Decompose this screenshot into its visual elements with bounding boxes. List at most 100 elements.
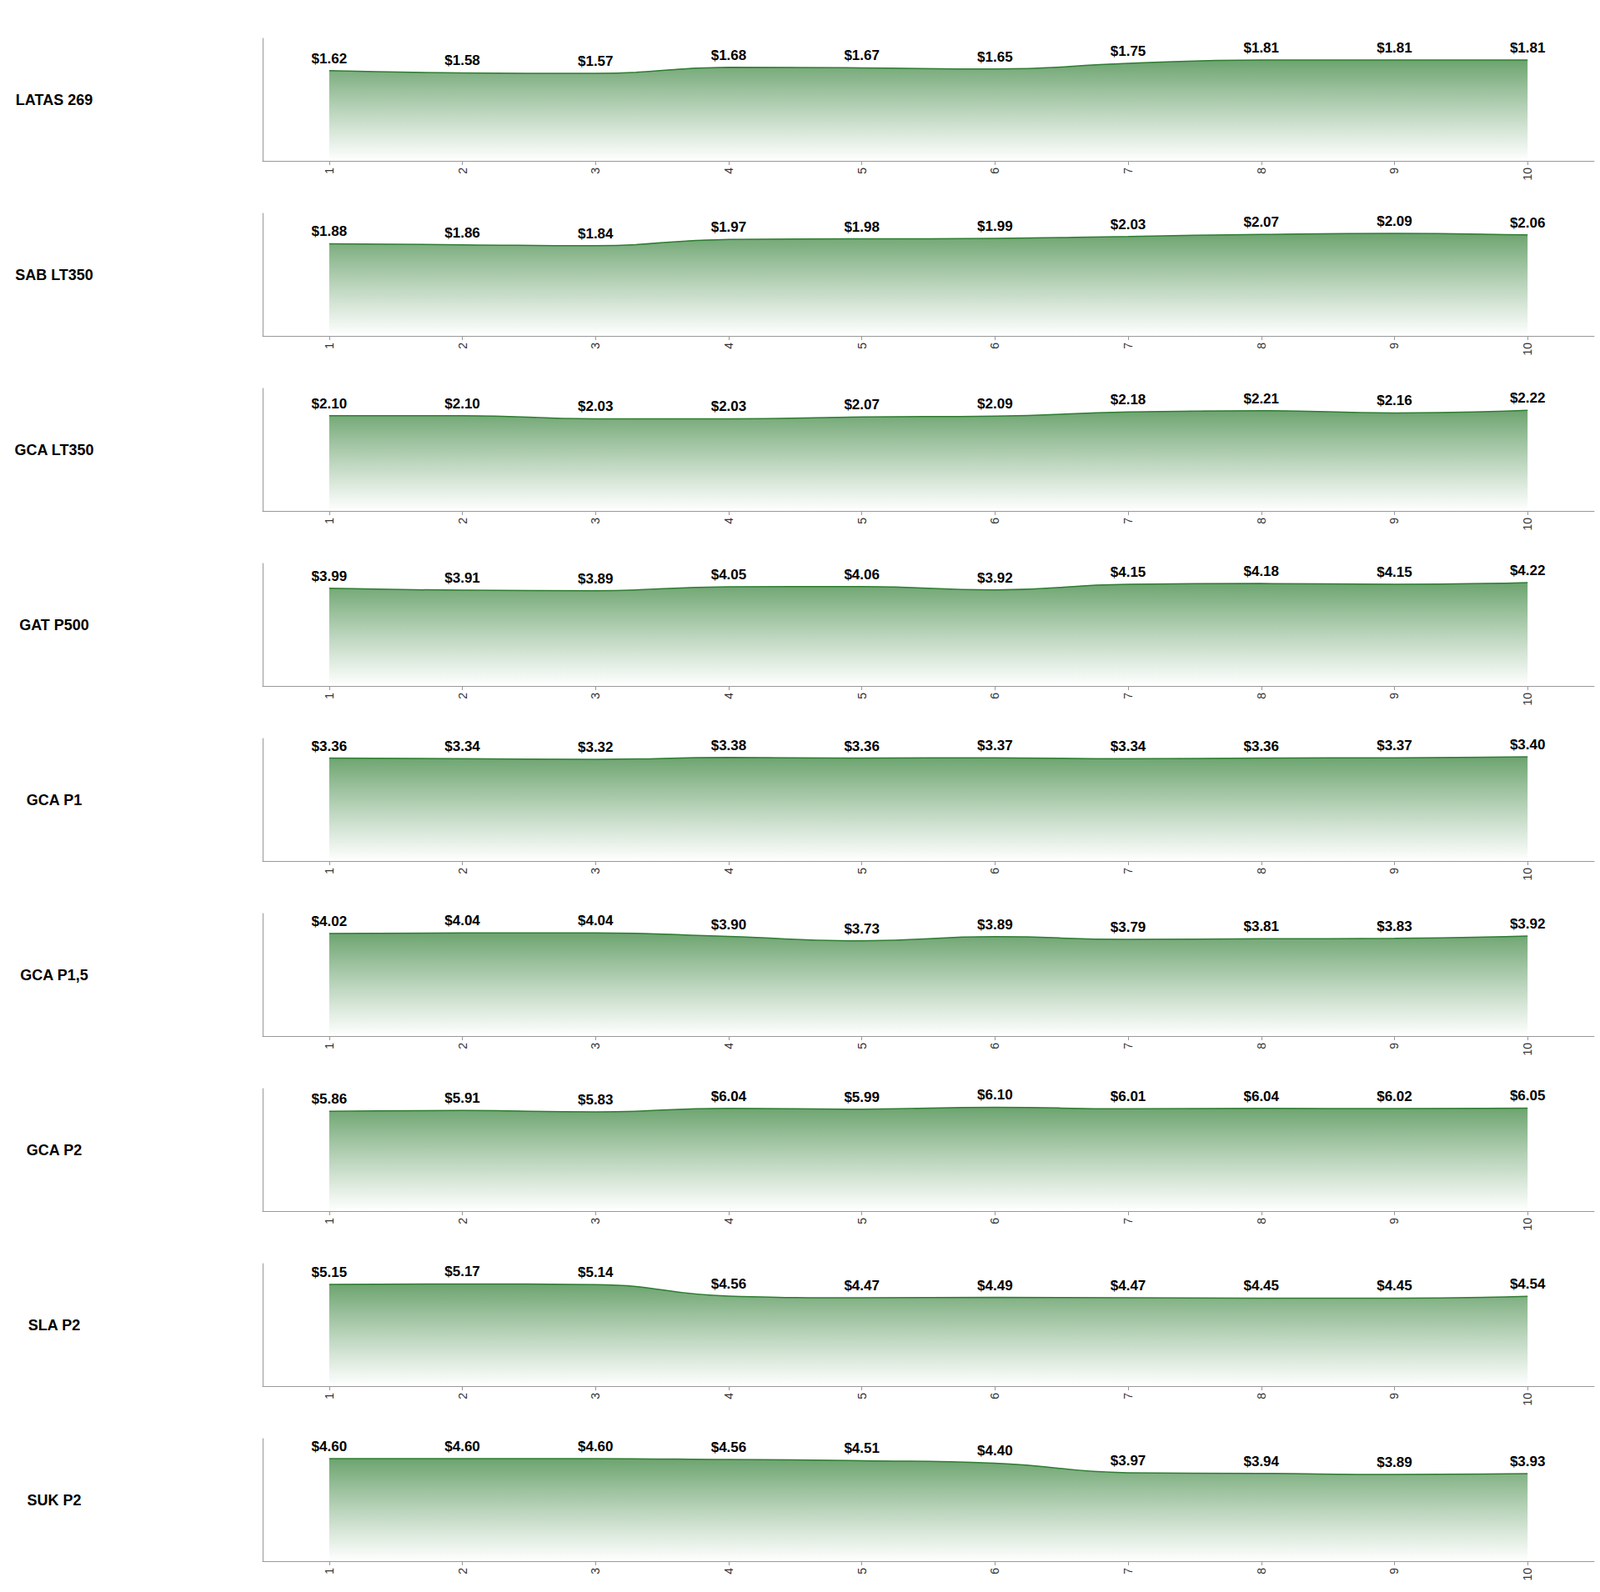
svg-text:$2.07: $2.07 [1243, 214, 1279, 231]
svg-text:$5.86: $5.86 [311, 1091, 348, 1108]
svg-text:3: 3 [588, 517, 602, 525]
svg-text:5: 5 [855, 342, 869, 350]
svg-text:$1.86: $1.86 [444, 225, 481, 241]
svg-text:$3.37: $3.37 [977, 737, 1014, 754]
svg-text:$5.14: $5.14 [577, 1264, 614, 1281]
svg-text:3: 3 [588, 342, 602, 350]
svg-text:2: 2 [456, 692, 470, 700]
svg-text:1: 1 [322, 1218, 337, 1225]
svg-text:10: 10 [1520, 1043, 1535, 1057]
svg-text:9: 9 [1387, 1568, 1401, 1575]
svg-text:$5.99: $5.99 [843, 1089, 880, 1106]
svg-text:3: 3 [588, 692, 602, 700]
svg-text:SAB LT350: SAB LT350 [15, 266, 94, 284]
svg-text:$1.97: $1.97 [711, 219, 748, 236]
svg-text:2: 2 [456, 1393, 470, 1400]
svg-text:9: 9 [1387, 1393, 1401, 1400]
svg-text:9: 9 [1387, 692, 1401, 700]
svg-text:$1.81: $1.81 [1243, 40, 1279, 56]
svg-text:6: 6 [988, 1568, 1002, 1575]
svg-text:$2.09: $2.09 [1376, 213, 1413, 230]
svg-text:8: 8 [1254, 692, 1269, 700]
svg-text:6: 6 [988, 517, 1002, 525]
svg-text:$4.54: $4.54 [1509, 1276, 1546, 1293]
svg-text:3: 3 [588, 167, 602, 175]
svg-text:3: 3 [588, 1393, 602, 1400]
svg-text:5: 5 [855, 517, 869, 525]
svg-text:$1.75: $1.75 [1110, 43, 1147, 60]
svg-text:7: 7 [1121, 692, 1135, 700]
svg-text:10: 10 [1520, 1393, 1535, 1407]
svg-text:7: 7 [1121, 167, 1135, 175]
svg-text:6: 6 [988, 692, 1002, 700]
svg-text:$3.36: $3.36 [1243, 738, 1279, 755]
svg-text:$5.15: $5.15 [311, 1264, 348, 1281]
svg-text:$2.22: $2.22 [1509, 390, 1546, 407]
svg-text:6: 6 [988, 1043, 1002, 1050]
svg-text:9: 9 [1387, 867, 1401, 875]
svg-text:4: 4 [722, 342, 736, 350]
svg-text:$4.02: $4.02 [311, 913, 348, 930]
svg-text:$3.37: $3.37 [1376, 737, 1413, 754]
svg-text:$1.68: $1.68 [711, 47, 748, 64]
svg-text:$6.01: $6.01 [1110, 1088, 1147, 1105]
svg-text:1: 1 [322, 517, 337, 525]
svg-text:4: 4 [722, 167, 736, 175]
svg-text:2: 2 [456, 167, 470, 175]
svg-text:7: 7 [1121, 342, 1135, 350]
svg-text:$3.40: $3.40 [1509, 737, 1546, 753]
svg-text:$4.22: $4.22 [1509, 562, 1546, 579]
svg-text:4: 4 [722, 1218, 736, 1225]
svg-text:GCA P2: GCA P2 [26, 1142, 82, 1159]
svg-text:$5.91: $5.91 [444, 1090, 481, 1107]
svg-text:GCA P1,5: GCA P1,5 [20, 967, 88, 984]
svg-text:$3.81: $3.81 [1243, 918, 1279, 935]
svg-text:8: 8 [1254, 342, 1269, 350]
svg-text:$3.36: $3.36 [843, 738, 880, 755]
svg-text:9: 9 [1387, 167, 1401, 175]
svg-text:$2.06: $2.06 [1509, 215, 1546, 231]
svg-text:3: 3 [588, 867, 602, 875]
svg-text:$4.04: $4.04 [577, 912, 614, 929]
svg-text:$4.47: $4.47 [843, 1278, 880, 1295]
svg-text:$3.32: $3.32 [577, 739, 614, 756]
svg-text:$3.90: $3.90 [711, 917, 748, 933]
svg-text:$2.10: $2.10 [311, 396, 348, 412]
svg-text:$2.07: $2.07 [843, 396, 880, 413]
svg-text:$2.03: $2.03 [1110, 216, 1147, 233]
svg-text:$1.57: $1.57 [577, 53, 614, 70]
svg-text:$3.83: $3.83 [1376, 918, 1413, 935]
svg-text:10: 10 [1520, 517, 1535, 532]
svg-text:2: 2 [456, 1218, 470, 1225]
svg-text:1: 1 [322, 1043, 337, 1050]
svg-text:4: 4 [722, 517, 736, 525]
svg-text:6: 6 [988, 167, 1002, 175]
svg-text:9: 9 [1387, 342, 1401, 350]
svg-text:3: 3 [588, 1568, 602, 1575]
svg-text:6: 6 [988, 867, 1002, 875]
svg-text:6: 6 [988, 1218, 1002, 1225]
svg-text:1: 1 [322, 1393, 337, 1400]
svg-text:9: 9 [1387, 1218, 1401, 1225]
svg-text:8: 8 [1254, 167, 1269, 175]
svg-text:6: 6 [988, 342, 1002, 350]
svg-text:$4.05: $4.05 [711, 566, 748, 583]
svg-text:2: 2 [456, 867, 470, 875]
svg-text:7: 7 [1121, 1393, 1135, 1400]
svg-text:$4.60: $4.60 [311, 1439, 348, 1455]
svg-text:$3.89: $3.89 [577, 571, 614, 587]
svg-text:$2.16: $2.16 [1376, 392, 1413, 409]
svg-text:SUK P2: SUK P2 [26, 1492, 81, 1510]
svg-text:2: 2 [456, 1568, 470, 1575]
svg-text:SLA P2: SLA P2 [28, 1317, 81, 1335]
svg-text:$3.73: $3.73 [843, 921, 880, 938]
svg-text:$4.49: $4.49 [977, 1278, 1014, 1295]
svg-text:9: 9 [1387, 517, 1401, 525]
svg-text:8: 8 [1254, 517, 1269, 525]
svg-text:10: 10 [1520, 1568, 1535, 1582]
svg-text:$3.93: $3.93 [1509, 1454, 1546, 1470]
svg-text:$1.84: $1.84 [577, 225, 614, 242]
svg-text:8: 8 [1254, 1043, 1269, 1050]
svg-text:1: 1 [322, 692, 337, 700]
svg-text:$1.58: $1.58 [444, 52, 481, 69]
